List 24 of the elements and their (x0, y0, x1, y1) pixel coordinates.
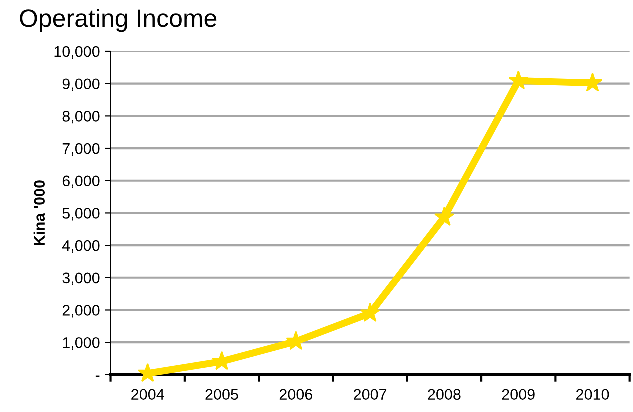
y-tick-label: 9,000 (62, 78, 100, 92)
x-tick-label: 2004 (132, 389, 164, 400)
y-tick-label: 8,000 (62, 111, 100, 124)
y-tick-label: 3,000 (62, 272, 100, 286)
y-tick-label: 2,000 (62, 305, 100, 318)
x-tick-label: 2009 (502, 389, 535, 400)
x-tick-label: 2007 (354, 389, 387, 400)
y-tick-label: 10,000 (54, 46, 100, 59)
chart-title: Operating Income (20, 8, 217, 32)
y-tick-label: 7,000 (62, 143, 100, 156)
y-tick-label: 6,000 (62, 176, 100, 188)
point (582, 72, 603, 92)
y-tick-label: 4,000 (62, 240, 100, 254)
x-tick-label: 2008 (428, 389, 461, 400)
point (434, 206, 454, 226)
x-tick-label: 2006 (280, 389, 312, 400)
y-tick-label: - (96, 376, 100, 377)
point (360, 303, 380, 322)
x-tick-label: 2005 (206, 389, 238, 400)
point (508, 70, 529, 90)
x-tick-label: 2010 (576, 389, 610, 400)
y-axis-title: Kina '000 (34, 180, 46, 246)
y-tick-label: 1,000 (63, 337, 100, 350)
y-tick-label: 5,000 (62, 208, 100, 221)
